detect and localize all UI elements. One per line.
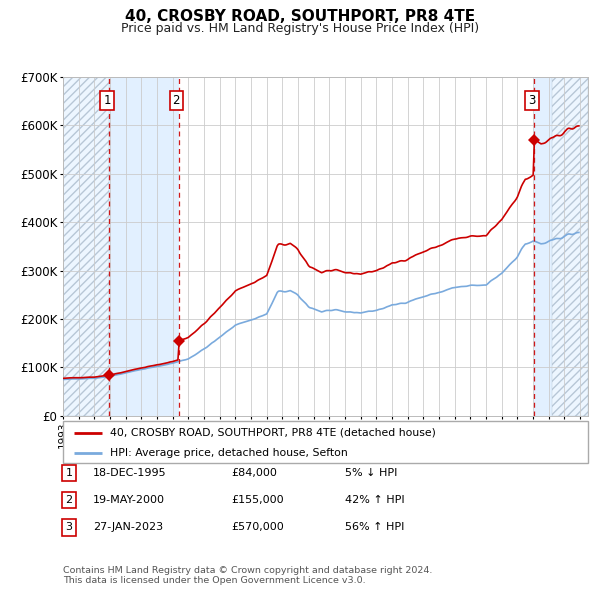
Text: 2: 2	[173, 94, 180, 107]
Bar	[552, 77, 588, 416]
Text: Price paid vs. HM Land Registry's House Price Index (HPI): Price paid vs. HM Land Registry's House …	[121, 22, 479, 35]
Bar	[63, 77, 109, 416]
Bar	[109, 77, 179, 416]
Text: 40, CROSBY ROAD, SOUTHPORT, PR8 4TE: 40, CROSBY ROAD, SOUTHPORT, PR8 4TE	[125, 9, 475, 24]
Text: 27-JAN-2023: 27-JAN-2023	[93, 523, 163, 532]
Bar	[63, 77, 109, 416]
Text: HPI: Average price, detached house, Sefton: HPI: Average price, detached house, Seft…	[110, 448, 348, 457]
Text: 1: 1	[65, 468, 73, 478]
Text: 42% ↑ HPI: 42% ↑ HPI	[345, 496, 404, 505]
Text: 56% ↑ HPI: 56% ↑ HPI	[345, 523, 404, 532]
Text: £570,000: £570,000	[231, 523, 284, 532]
Text: 2: 2	[65, 496, 73, 505]
Text: 5% ↓ HPI: 5% ↓ HPI	[345, 468, 397, 478]
Text: 3: 3	[65, 523, 73, 532]
Bar	[535, 77, 552, 416]
Text: £155,000: £155,000	[231, 496, 284, 505]
FancyBboxPatch shape	[63, 421, 588, 463]
Text: 18-DEC-1995: 18-DEC-1995	[93, 468, 167, 478]
Text: 19-MAY-2000: 19-MAY-2000	[93, 496, 165, 505]
Text: 1: 1	[103, 94, 111, 107]
Text: 40, CROSBY ROAD, SOUTHPORT, PR8 4TE (detached house): 40, CROSBY ROAD, SOUTHPORT, PR8 4TE (det…	[110, 428, 436, 438]
Text: 3: 3	[529, 94, 536, 107]
Text: £84,000: £84,000	[231, 468, 277, 478]
Text: Contains HM Land Registry data © Crown copyright and database right 2024.
This d: Contains HM Land Registry data © Crown c…	[63, 566, 433, 585]
Bar	[552, 77, 588, 416]
